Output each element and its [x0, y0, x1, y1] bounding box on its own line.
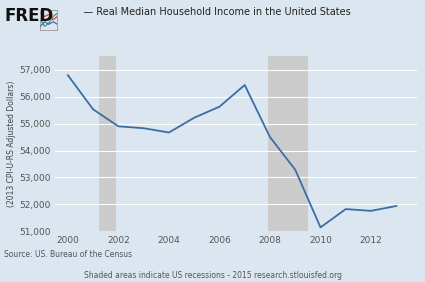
Text: Source: US. Bureau of the Census: Source: US. Bureau of the Census: [4, 250, 132, 259]
Text: — Real Median Household Income in the United States: — Real Median Household Income in the Un…: [74, 7, 351, 17]
Text: Shaded areas indicate US recessions - 2015 research.stlouisfed.org: Shaded areas indicate US recessions - 20…: [83, 271, 342, 280]
Text: FRED: FRED: [4, 7, 54, 25]
Y-axis label: (2013 CPI-U-RS Adjusted Dollars): (2013 CPI-U-RS Adjusted Dollars): [7, 81, 16, 207]
Bar: [99, 56, 116, 231]
Bar: [268, 56, 308, 231]
